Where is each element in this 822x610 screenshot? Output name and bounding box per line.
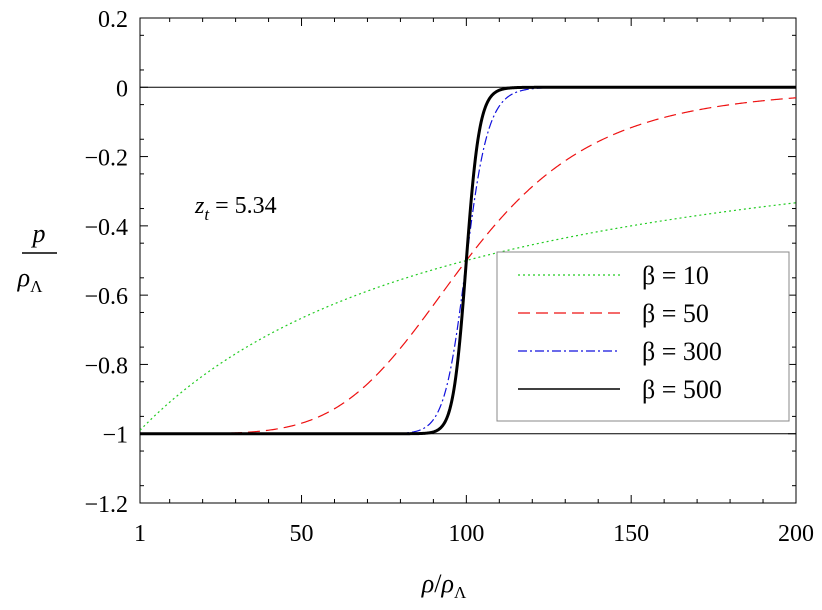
y-tick-label: 0.2 [98, 7, 128, 33]
x-tick-label: 50 [290, 521, 314, 547]
y-label-den: ρΛ [17, 263, 43, 296]
annotation-rest: = 5.34 [209, 193, 277, 219]
plot-frame [139, 17, 797, 504]
axis-ticks [139, 17, 797, 504]
y-tick-labels: 0.2 0 −0.2 −0.4 −0.6 −0.8 −1 −1.2 [84, 7, 128, 518]
y-label-den-sub: Λ [30, 277, 43, 296]
x-tick-label: 150 [613, 521, 649, 547]
x-label-den: ρ [440, 569, 453, 598]
legend-box [496, 251, 790, 422]
annotation-sub: t [204, 205, 210, 224]
y-axis-label: p ρΛ [17, 219, 57, 296]
x-tick-label: 1 [134, 521, 146, 547]
y-label-num: p [31, 219, 46, 248]
annotation-var: z [194, 193, 205, 219]
y-tick-label: −1.2 [84, 492, 128, 518]
x-label-num: ρ [421, 569, 434, 598]
x-axis-label: ρ/ρΛ [421, 569, 467, 602]
legend-label-4: β = 500 [642, 375, 722, 404]
legend: β = 10 β = 50 β = 300 β = 500 [496, 251, 790, 422]
annotation: zt = 5.34 [194, 193, 277, 224]
y-tick-label: −0.6 [84, 284, 128, 310]
series-lines [140, 85, 796, 436]
y-tick-label: −0.8 [84, 353, 128, 379]
x-label-den-sub: Λ [454, 583, 467, 602]
y-tick-label: −0.4 [84, 215, 128, 241]
series-line-4 [140, 85, 796, 436]
legend-label-1: β = 10 [642, 261, 709, 290]
x-tick-labels: 1 50 100 150 200 [134, 521, 814, 547]
x-tick-label: 200 [778, 521, 814, 547]
y-label-den-main: ρ [17, 263, 30, 292]
legend-label-3: β = 300 [642, 337, 722, 366]
x-tick-label: 100 [448, 521, 484, 547]
y-tick-label: −1 [102, 423, 128, 449]
legend-label-2: β = 50 [642, 299, 709, 328]
y-tick-label: 0 [116, 76, 128, 102]
y-tick-label: −0.2 [84, 146, 128, 172]
